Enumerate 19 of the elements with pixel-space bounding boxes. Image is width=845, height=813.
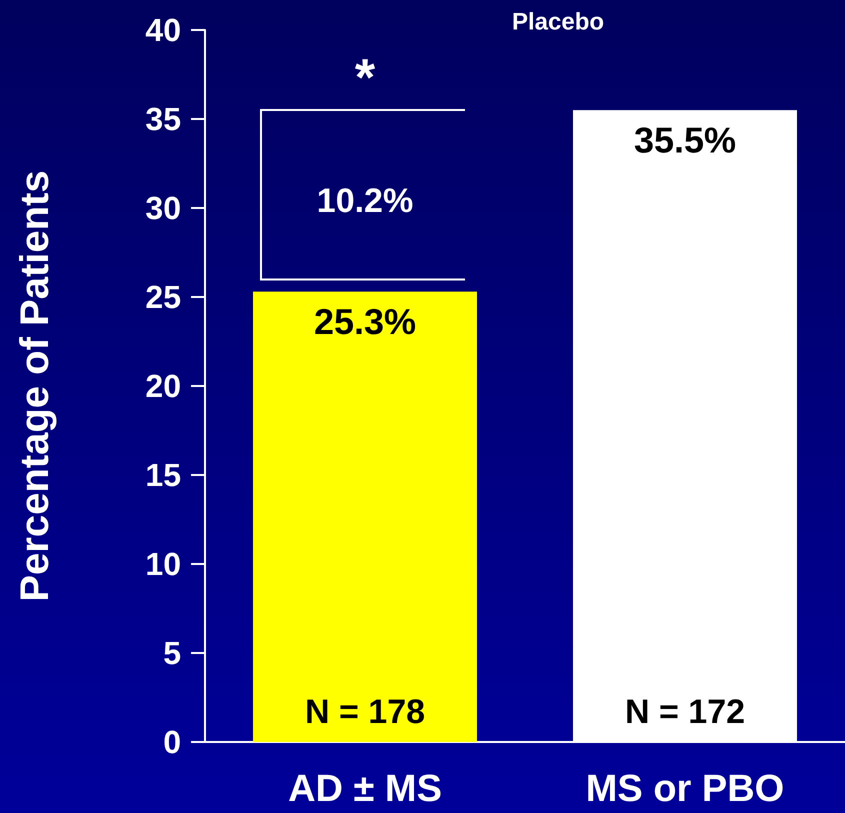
- y-tick-label: 0: [163, 724, 181, 760]
- x-tick-label: MS or PBO: [586, 768, 784, 810]
- y-tick-label: 20: [145, 368, 181, 404]
- y-tick-label: 30: [145, 190, 181, 226]
- y-axis-title: Percentage of Patients: [13, 170, 57, 602]
- annotation: *: [354, 49, 376, 108]
- data-label: 25.3%: [314, 301, 416, 342]
- annotation: N = 178: [304, 693, 426, 731]
- annotation: Placebo: [512, 8, 604, 36]
- y-tick-label: 10: [145, 546, 181, 582]
- x-tick-label: AD ± MS: [288, 768, 442, 810]
- y-tick-label: 25: [145, 279, 181, 315]
- data-label: 35.5%: [634, 120, 736, 161]
- y-tick-label: 40: [145, 12, 181, 48]
- annotation: N = 172: [624, 693, 746, 731]
- y-tick-label: 15: [145, 457, 181, 493]
- annotation: 10.2%: [316, 182, 414, 220]
- y-tick-label: 5: [163, 635, 181, 671]
- y-tick-label: 35: [145, 101, 181, 137]
